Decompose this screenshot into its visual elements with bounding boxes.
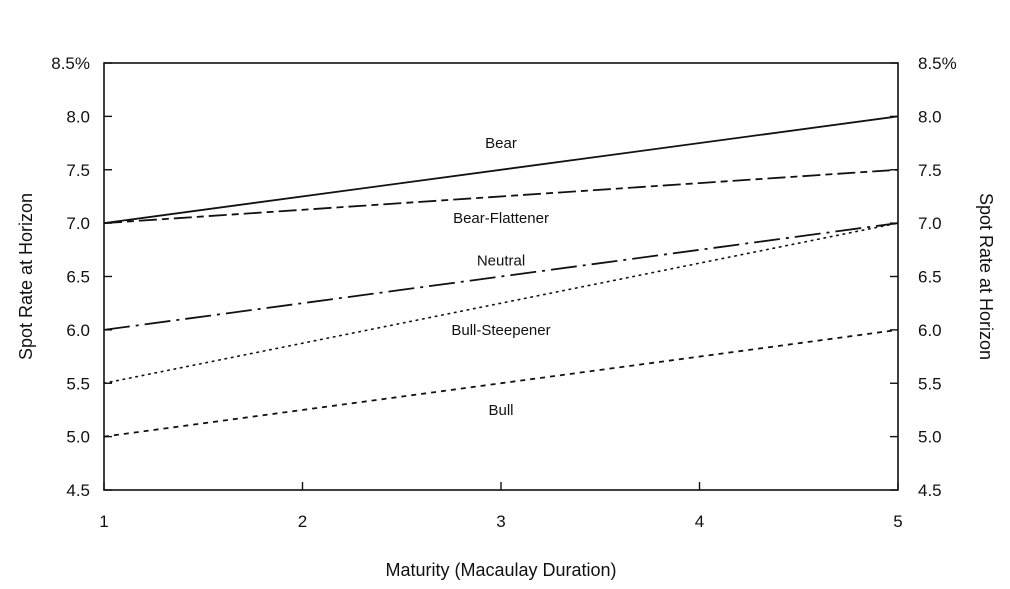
x-axis-title: Maturity (Macaulay Duration) — [385, 560, 616, 580]
y-right-tick-label: 8.0 — [918, 107, 942, 126]
y-right-tick-label: 7.5 — [918, 161, 942, 180]
x-tick-label: 2 — [298, 512, 307, 531]
y-left-tick-label: 7.5 — [66, 161, 90, 180]
y-left-tick-label: 5.0 — [66, 428, 90, 447]
y-left-tick-label: 5.5 — [66, 374, 90, 393]
y-right-tick-label: 4.5 — [918, 481, 942, 500]
y-left-tick-label: 8.0 — [66, 107, 90, 126]
series-line-bear — [103, 115, 899, 225]
y-axis-left-title: Spot Rate at Horizon — [16, 193, 36, 360]
y-right-tick-label: 5.5 — [918, 374, 942, 393]
series-line-bull — [103, 328, 899, 438]
series-label-bull: Bull — [488, 402, 513, 419]
y-left-tick-label: 4.5 — [66, 481, 90, 500]
series-label-bear-flattener: Bear-Flattener — [453, 210, 549, 227]
y-left-tick-label: 8.5% — [51, 54, 90, 73]
y-right-tick-label: 7.0 — [918, 214, 942, 233]
y-axis-right-ticks: 4.5 5.0 5.5 6.0 6.5 7.0 7.5 8.0 8.5% — [890, 54, 957, 500]
y-axis-left-ticks: 4.5 5.0 5.5 6.0 6.5 7.0 7.5 8.0 8.5% — [51, 54, 112, 500]
series-labels: Bear Bear-Flattener Neutral Bull-Steepener B… — [451, 135, 550, 419]
series-lines — [103, 115, 899, 438]
y-right-tick-label: 5.0 — [918, 428, 942, 447]
y-left-tick-label: 6.5 — [66, 268, 90, 287]
x-tick-label: 5 — [893, 512, 902, 531]
y-left-tick-label: 6.0 — [66, 321, 90, 340]
series-label-bull-steepener: Bull-Steepener — [451, 322, 550, 339]
y-right-tick-label: 6.0 — [918, 321, 942, 340]
x-tick-label: 1 — [99, 512, 108, 531]
x-tick-label: 3 — [496, 512, 505, 531]
series-label-bear: Bear — [485, 135, 517, 152]
series-line-neutral — [103, 222, 899, 331]
x-tick-label: 4 — [695, 512, 704, 531]
y-right-tick-label: 8.5% — [918, 54, 957, 73]
x-axis-ticks: 1 2 3 4 5 — [99, 482, 903, 531]
series-line-bull-steepener — [103, 222, 899, 385]
series-line-bear-flattener — [103, 168, 899, 225]
y-right-tick-label: 6.5 — [918, 268, 942, 287]
series-label-neutral: Neutral — [477, 252, 525, 269]
y-left-tick-label: 7.0 — [66, 214, 90, 233]
plot-frame — [103, 62, 899, 491]
y-axis-right-title: Spot Rate at Horizon — [976, 193, 996, 360]
